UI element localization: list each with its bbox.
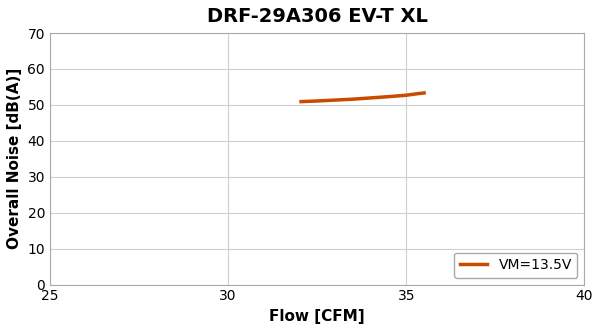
Title: DRF-29A306 EV-T XL: DRF-29A306 EV-T XL xyxy=(207,7,428,26)
X-axis label: Flow [CFM]: Flow [CFM] xyxy=(269,309,365,324)
Legend: VM=13.5V: VM=13.5V xyxy=(454,253,577,278)
Y-axis label: Overall Noise [dB(A)]: Overall Noise [dB(A)] xyxy=(7,68,22,250)
